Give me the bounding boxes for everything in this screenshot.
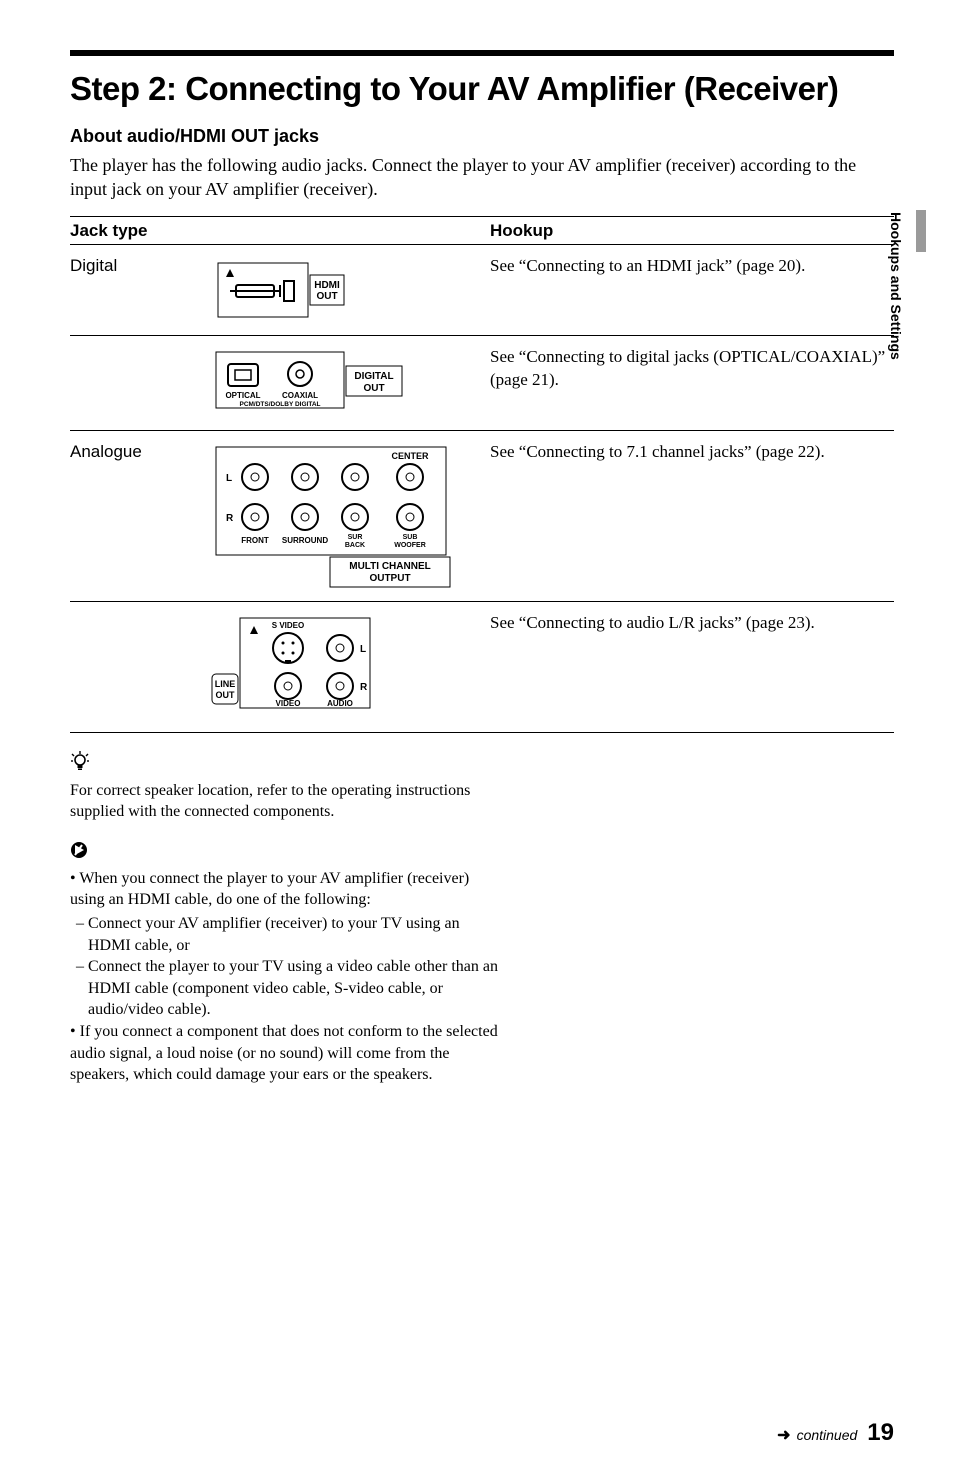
svg-text:AUDIO: AUDIO	[327, 699, 353, 708]
svg-text:HDMI: HDMI	[314, 280, 340, 291]
jack-diagram-line: S VIDEO L R VIDEO AUDIO	[210, 601, 490, 732]
title-rule	[70, 50, 894, 56]
page-number: 19	[867, 1419, 894, 1447]
jack-type-blank-2	[70, 601, 210, 732]
svg-text:PCM/DTS/DOLBY DIGITAL: PCM/DTS/DOLBY DIGITAL	[239, 401, 320, 408]
svg-text:CENTER: CENTER	[391, 451, 429, 461]
side-tab: Hookups and Settings	[888, 210, 912, 440]
svg-text:COAXIAL: COAXIAL	[282, 391, 318, 400]
jack-type-analogue: Analogue	[70, 430, 210, 601]
svg-text:OUTPUT: OUTPUT	[369, 573, 410, 584]
header-spacer	[210, 216, 490, 244]
hookup-multichannel: See “Connecting to 7.1 channel jacks” (p…	[490, 430, 894, 601]
svg-text:L: L	[360, 644, 366, 655]
hookup-hdmi: See “Connecting to an HDMI jack” (page 2…	[490, 244, 894, 335]
note-1a: Connect your AV amplifier (receiver) to …	[70, 913, 500, 956]
jack-diagram-hdmi: HDMI OUT	[210, 244, 490, 335]
header-hookup: Hookup	[490, 216, 894, 244]
svg-text:SUB: SUB	[403, 534, 418, 541]
svg-text:R: R	[226, 513, 234, 524]
footer: ➜ continued 19	[777, 1419, 894, 1447]
page-title: Step 2: Connecting to Your AV Amplifier …	[70, 70, 894, 108]
svg-text:LINE: LINE	[215, 679, 236, 689]
tip-text: For correct speaker location, refer to t…	[70, 780, 500, 823]
side-tab-label: Hookups and Settings	[888, 210, 904, 360]
note-icon	[70, 841, 894, 864]
note-2: If you connect a component that does not…	[70, 1021, 500, 1086]
continued-label: continued	[797, 1427, 858, 1443]
svg-text:VIDEO: VIDEO	[276, 699, 301, 708]
svg-text:FRONT: FRONT	[241, 536, 269, 545]
svg-text:SUR: SUR	[348, 534, 363, 541]
svg-text:OUT: OUT	[363, 383, 384, 394]
hookup-line: See “Connecting to audio L/R jacks” (pag…	[490, 601, 894, 732]
notes-block: When you connect the player to your AV a…	[70, 868, 500, 1086]
svg-text:S VIDEO: S VIDEO	[272, 621, 304, 630]
svg-text:OPTICAL: OPTICAL	[225, 391, 260, 400]
jack-type-blank-1	[70, 335, 210, 430]
svg-text:R: R	[360, 682, 368, 693]
hookup-digital: See “Connecting to digital jacks (OPTICA…	[490, 335, 894, 430]
svg-text:BACK: BACK	[345, 542, 365, 549]
svg-text:WOOFER: WOOFER	[394, 542, 426, 549]
note-1: When you connect the player to your AV a…	[70, 868, 500, 911]
subheading: About audio/HDMI OUT jacks	[70, 126, 894, 147]
tip-icon	[70, 751, 894, 776]
svg-text:DIGITAL: DIGITAL	[354, 371, 393, 382]
svg-text:OUT: OUT	[216, 690, 236, 700]
svg-text:L: L	[226, 473, 232, 484]
svg-text:SURROUND: SURROUND	[282, 536, 328, 545]
svg-text:MULTI CHANNEL: MULTI CHANNEL	[349, 561, 430, 572]
side-tab-bar	[916, 210, 926, 252]
jack-diagram-multichannel: CENTER L R FRONT SURROUND SUR	[210, 430, 490, 601]
intro-paragraph: The player has the following audio jacks…	[70, 153, 894, 202]
jack-diagram-digital: OPTICAL COAXIAL PCM/DTS/DOLBY DIGITAL DI…	[210, 335, 490, 430]
header-jack-type: Jack type	[70, 216, 210, 244]
jack-type-digital: Digital	[70, 244, 210, 335]
svg-text:OUT: OUT	[316, 291, 337, 302]
jack-table: Jack type Hookup Digital HDMI OUT See “C…	[70, 216, 894, 733]
note-1b: Connect the player to your TV using a vi…	[70, 956, 500, 1021]
continued-arrow-icon: ➜	[777, 1425, 790, 1445]
